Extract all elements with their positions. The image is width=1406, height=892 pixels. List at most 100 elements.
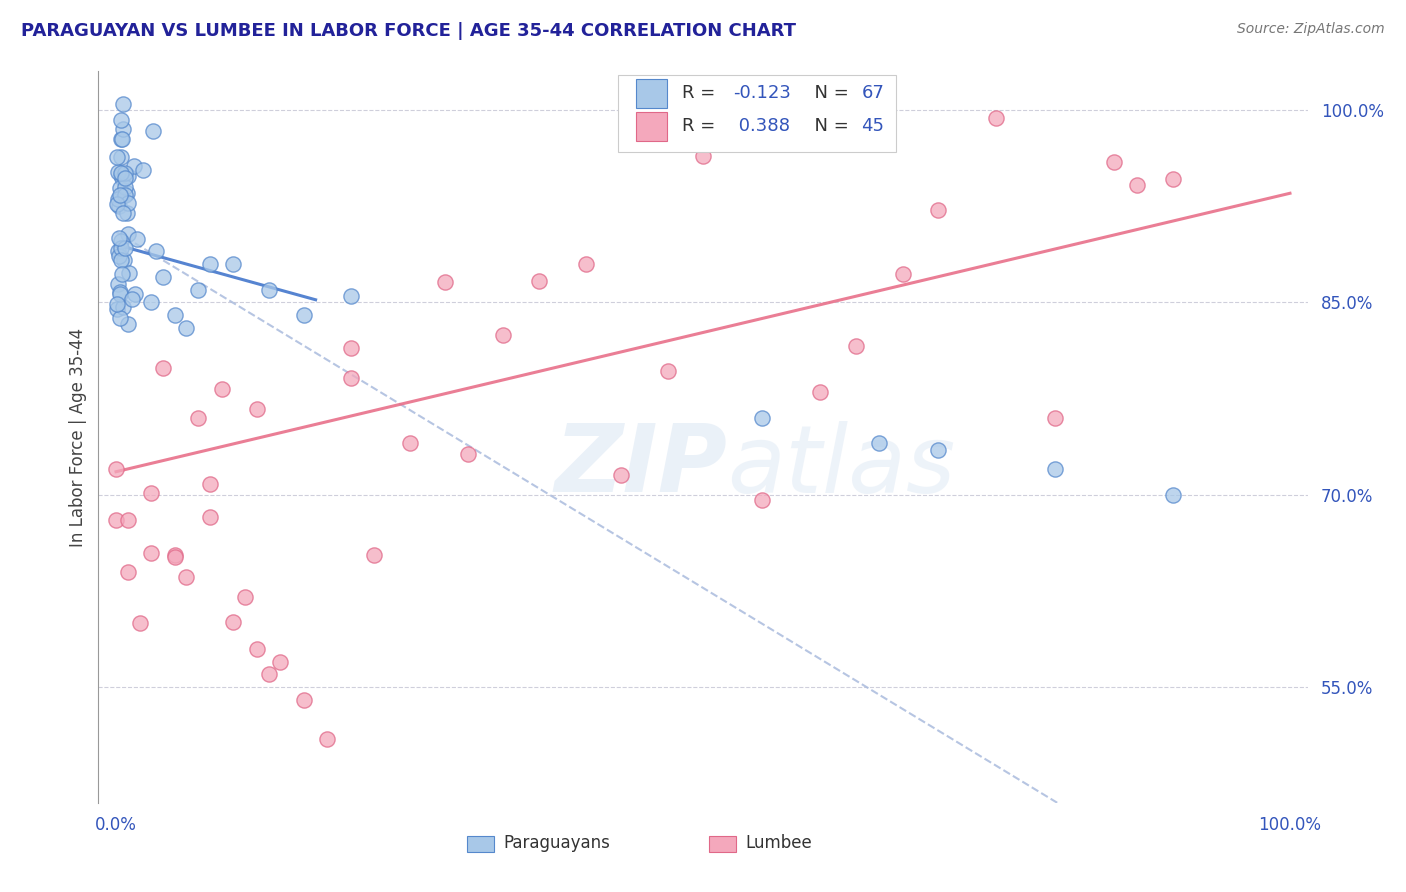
Point xyxy=(112,300,135,314)
FancyBboxPatch shape xyxy=(637,78,666,108)
Text: Source: ZipAtlas.com: Source: ZipAtlas.com xyxy=(1237,22,1385,37)
Point xyxy=(114,241,136,255)
Point xyxy=(986,112,1008,126)
Point xyxy=(115,186,138,200)
Point xyxy=(108,311,131,326)
Point xyxy=(868,436,890,450)
Point xyxy=(246,641,269,656)
Point xyxy=(105,196,128,211)
Point xyxy=(269,655,291,669)
Point xyxy=(751,410,773,425)
Point xyxy=(117,196,139,211)
FancyBboxPatch shape xyxy=(467,836,494,852)
Point xyxy=(111,267,134,281)
Point xyxy=(111,206,134,220)
Point xyxy=(107,231,129,245)
Point xyxy=(110,252,132,267)
Point xyxy=(1126,178,1149,192)
Point xyxy=(257,283,280,297)
Point xyxy=(110,234,132,248)
Point xyxy=(105,462,128,476)
Point xyxy=(246,402,269,417)
Point xyxy=(692,149,714,163)
Point xyxy=(198,476,221,491)
Point xyxy=(751,493,773,508)
Point xyxy=(132,162,155,177)
Point xyxy=(891,268,914,282)
Point xyxy=(107,165,129,179)
FancyBboxPatch shape xyxy=(637,112,666,141)
Point xyxy=(112,252,135,267)
Text: Paraguayans: Paraguayans xyxy=(503,834,610,852)
Point xyxy=(141,486,163,500)
Point xyxy=(257,667,280,681)
Point xyxy=(117,513,139,527)
Point xyxy=(105,150,128,164)
Point xyxy=(107,277,129,292)
Point xyxy=(316,731,339,746)
Point xyxy=(163,549,186,564)
Point xyxy=(110,166,132,180)
Point xyxy=(117,266,139,280)
Point xyxy=(117,318,139,332)
Point xyxy=(163,548,186,562)
Point xyxy=(187,283,209,297)
Point xyxy=(107,193,129,207)
Point xyxy=(115,206,138,220)
Point xyxy=(110,168,132,182)
Point xyxy=(110,113,132,128)
Point xyxy=(114,187,136,202)
Point xyxy=(111,97,134,112)
Text: Lumbee: Lumbee xyxy=(745,834,813,852)
Point xyxy=(233,591,256,605)
Point xyxy=(198,510,221,524)
Point xyxy=(114,171,136,186)
Point xyxy=(575,257,598,271)
Text: atlas: atlas xyxy=(727,421,956,512)
Text: 45: 45 xyxy=(862,117,884,136)
Point xyxy=(340,289,363,303)
Point xyxy=(292,308,315,322)
Point xyxy=(163,308,186,322)
Point xyxy=(125,231,148,245)
Point xyxy=(152,361,174,376)
Point xyxy=(112,122,135,136)
Point xyxy=(1102,155,1125,169)
Point xyxy=(108,180,131,194)
Point xyxy=(152,269,174,284)
Point xyxy=(1043,410,1066,425)
FancyBboxPatch shape xyxy=(619,75,897,152)
Point xyxy=(108,249,131,263)
Point xyxy=(211,382,233,396)
Point xyxy=(176,570,198,584)
Point xyxy=(398,436,420,450)
Point xyxy=(363,548,385,562)
Point xyxy=(198,257,221,271)
Point xyxy=(222,615,245,629)
Point xyxy=(117,565,139,579)
Point xyxy=(114,180,136,194)
Point xyxy=(117,169,139,184)
Text: N =: N = xyxy=(803,85,855,103)
Point xyxy=(110,241,132,255)
Point xyxy=(105,302,128,317)
Point xyxy=(222,257,245,271)
Text: R =: R = xyxy=(682,85,721,103)
Point xyxy=(111,132,134,146)
Point xyxy=(110,189,132,203)
Text: ZIP: ZIP xyxy=(554,420,727,512)
Text: PARAGUAYAN VS LUMBEE IN LABOR FORCE | AGE 35-44 CORRELATION CHART: PARAGUAYAN VS LUMBEE IN LABOR FORCE | AG… xyxy=(21,22,796,40)
Point xyxy=(117,227,139,242)
Point xyxy=(187,411,209,425)
Point xyxy=(107,244,129,258)
Point xyxy=(433,275,456,289)
Point xyxy=(927,202,949,217)
Point xyxy=(110,132,132,146)
Point xyxy=(176,321,198,335)
Text: -0.123: -0.123 xyxy=(734,85,792,103)
Text: N =: N = xyxy=(803,117,855,136)
Point xyxy=(1161,171,1184,186)
Point xyxy=(1161,488,1184,502)
Point xyxy=(340,370,363,384)
Point xyxy=(122,159,145,173)
